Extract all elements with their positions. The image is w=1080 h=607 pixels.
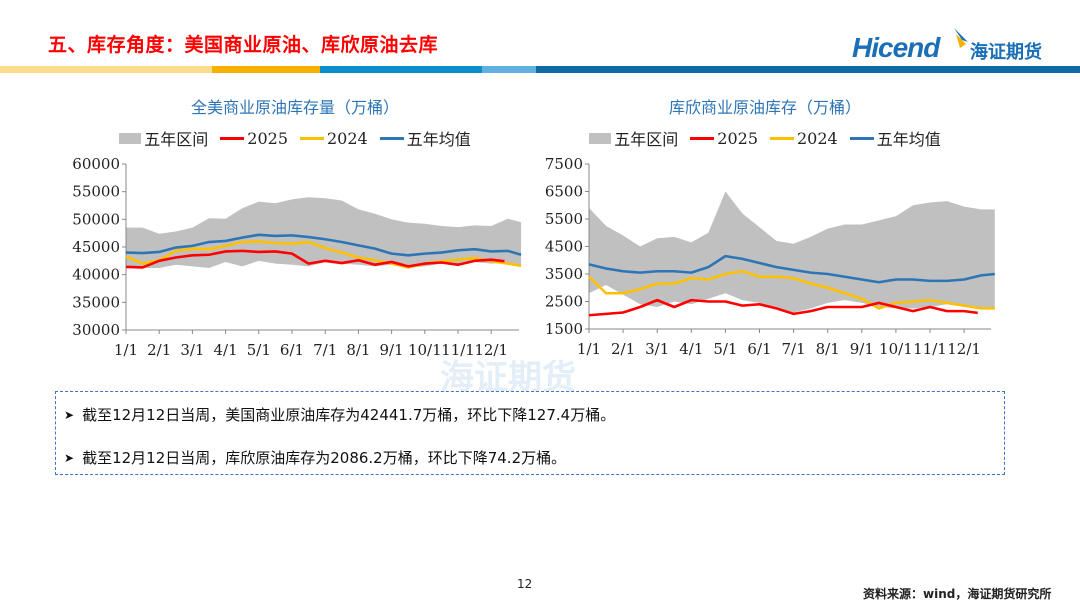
x-tick-label: 3/1 [180,341,204,359]
x-tick-label: 3/1 [645,340,669,358]
legend-swatch [589,132,612,144]
series-line-five-year-avg [125,233,522,257]
x-tick-label: 8/1 [346,341,370,359]
legend-swatch [690,136,715,140]
x-tick-label: 9/1 [850,340,874,358]
series-line-2025 [588,298,978,317]
legend-avg: 五年均值 [849,126,941,150]
legend-avg: 五年均值 [379,126,471,150]
us-crude-inventory-chart: 30000 35000 40000 45000 50000 55000 60000 1/1 2/… [60,90,530,370]
logo-cn: 海证期货 [970,42,1042,63]
bullet-arrow-icon: ➤ [64,407,75,422]
x-tick-label: 1/1 [577,340,601,358]
note-text: 截至12月12日当周，美国商业原油库存为42441.7万桶，环比下降127.4万… [82,406,616,424]
x-tick-label: 10/1 [408,341,442,359]
note-item: ➤ 截至12月12日当周，库欣原油库存为2086.2万桶，环比下降74.2万桶。 [64,447,566,468]
y-tick-label: 50000 [72,210,120,228]
y-tick-label: 45000 [72,238,120,256]
five-year-range-band [589,191,995,313]
legend-2024: 2024 [770,129,838,148]
legend-swatch [300,136,324,140]
source-note: 资料来源：wind，海证期货研究所 [863,587,1052,601]
x-tick-label: 2/1 [611,340,635,358]
y-tick-label: 4500 [545,238,583,256]
y-tick-label: 1500 [545,320,583,338]
x-tick-label: 11/1 [913,340,947,358]
y-tick-label: 7500 [545,155,583,173]
legend-2025: 2025 [690,129,758,148]
chart-plot: 1500 2500 3500 4500 5500 6500 7500 1/1 2/1 3/1 4/1… [545,155,995,358]
header-bar-4 [482,66,536,73]
x-tick-label: 4/1 [679,340,703,358]
y-tick-label: 30000 [72,321,120,339]
legend-swatch [119,132,142,144]
note-text: 截至12月12日当周，库欣原油库存为2086.2万桶，环比下降74.2万桶。 [82,449,567,467]
y-tick-label: 5500 [545,210,583,228]
x-tick-label: 5/1 [713,340,737,358]
legend-label: 五年区间 [614,130,679,149]
y-tick-label: 35000 [72,293,120,311]
cushing-crude-inventory-chart: 1500 2500 3500 4500 5500 6500 7500 1/1 2/1 3/1 4/1… [530,90,1000,370]
series-line-2025 [125,249,505,269]
y-tick-label: 60000 [72,155,120,173]
x-tick-label: 5/1 [247,341,271,359]
x-tick-label: 12/1 [947,340,981,358]
hicend-logo: Hicend 海证期货 [852,28,1062,68]
series-line-five-year-avg [588,254,995,284]
chart-legend: 五年区间 2025 2024 五年均值 [530,126,1000,150]
x-tick-label: 11/1 [441,341,475,359]
y-tick-label: 3500 [545,265,583,283]
header-bar-3 [320,66,482,73]
header-bar-5 [536,66,1080,73]
legend-band: 五年区间 [589,126,678,150]
chart-title: 库欣商业原油库存（万桶） [668,98,861,117]
slide-title: 五、库存角度：美国商业原油、库欣原油去库 [48,34,439,56]
legend-label: 2025 [247,128,288,148]
chart-title: 全美商业原油库存量（万桶） [190,98,399,117]
series-line-2024 [125,240,522,269]
y-tick-label: 55000 [72,183,120,201]
x-tick-label: 6/1 [280,341,304,359]
x-tick-label: 12/1 [474,341,508,359]
x-tick-label: 4/1 [214,341,238,359]
series-line-2024 [588,269,995,310]
chart-legend: 五年区间 2025 2024 五年均值 [60,126,530,150]
x-tick-label: 7/1 [782,340,806,358]
page-number: 12 [517,577,533,591]
legend-label: 2024 [797,128,838,148]
y-tick-label: 40000 [72,266,120,284]
legend-2024: 2024 [300,129,368,148]
header-bar-2 [212,66,320,73]
x-tick-label: 6/1 [747,340,771,358]
x-tick-label: 10/1 [879,340,913,358]
y-tick-label: 2500 [545,293,583,311]
legend-swatch [379,136,404,140]
legend-label: 五年区间 [144,130,209,149]
x-tick-label: 2/1 [147,341,171,359]
notes-box: ➤ 截至12月12日当周，美国商业原油库存为42441.7万桶，环比下降127.4… [55,391,1005,475]
bullet-arrow-icon: ➤ [64,450,75,465]
legend-swatch [770,136,794,140]
legend-swatch [220,136,245,140]
y-tick-label: 6500 [545,183,583,201]
header-bar-1 [0,66,212,73]
legend-label: 2024 [327,128,368,148]
legend-label: 五年均值 [406,130,471,149]
x-tick-label: 7/1 [313,341,337,359]
logo-flag-icon [954,28,968,48]
legend-label: 五年均值 [876,130,941,149]
legend-band: 五年区间 [119,126,208,150]
legend-2025: 2025 [220,129,288,148]
x-tick-label: 1/1 [114,341,138,359]
x-tick-label: 8/1 [816,340,840,358]
legend-swatch [849,136,874,140]
note-item: ➤ 截至12月12日当周，美国商业原油库存为42441.7万桶，环比下降127.4… [64,404,615,425]
logo-text: Hicend [852,32,940,63]
x-tick-label: 9/1 [380,341,404,359]
legend-label: 2025 [717,128,758,148]
chart-plot: 30000 35000 40000 45000 50000 55000 60000 1/1 2/… [72,155,522,359]
